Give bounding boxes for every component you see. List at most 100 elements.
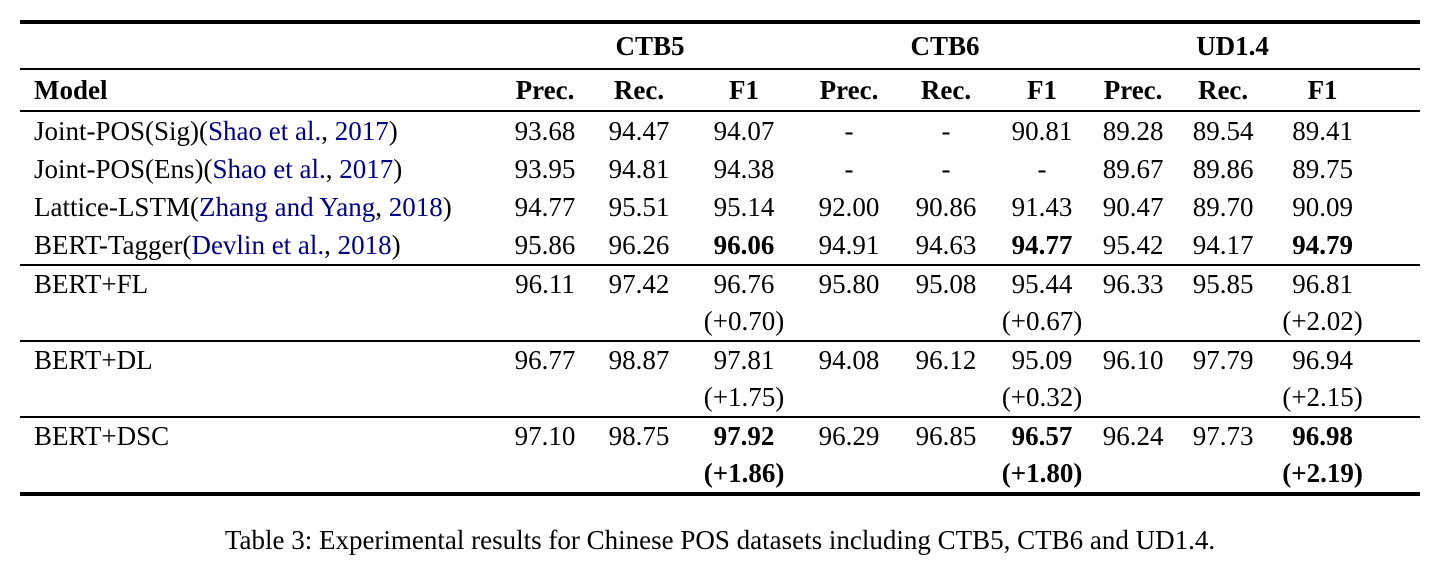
citation-link[interactable]: 2018 (330, 230, 392, 260)
value-cell: 96.11 (515, 269, 575, 299)
spacer-cell (1375, 379, 1420, 417)
delta-cell: (+0.70) (703, 306, 785, 336)
value-cell: 97.81 (713, 345, 775, 375)
value-cell: 96.81 (1292, 269, 1353, 299)
model-text: , (324, 230, 331, 260)
value-cell: 96.33 (1102, 269, 1164, 299)
delta-cell (898, 379, 994, 417)
delta-row-bert-dsc: (+1.86) (+1.80) (+2.19) (20, 455, 1421, 494)
value-cell: 89.70 (1192, 192, 1254, 222)
value-cell: 96.85 (915, 421, 977, 451)
delta-cell (800, 379, 898, 417)
value-cell: 95.08 (915, 269, 977, 299)
model-text: , (325, 154, 333, 184)
value-cell: 96.12 (915, 345, 977, 375)
table-row-bert-fl: BERT+FL 96.11 97.42 96.76 95.80 95.08 95.44 96.… (20, 265, 1421, 303)
delta-cell (1090, 303, 1176, 341)
value-cell: 90.81 (1011, 116, 1073, 146)
delta-cell (800, 303, 898, 341)
column-header-f1-2: F1 (1307, 74, 1338, 105)
column-header-rec-2: Rec. (1197, 74, 1249, 105)
delta-cell: (+1.86) (703, 458, 785, 488)
results-table-body: Joint-POS(Sig)(Shao et al., 2017) 93.68 94… (20, 111, 1421, 494)
value-cell: 98.75 (608, 421, 670, 451)
value-cell: 89.75 (1292, 154, 1353, 184)
value-cell: 96.77 (514, 345, 576, 375)
spacer-cell (1375, 226, 1420, 265)
value-cell: 98.87 (608, 345, 670, 375)
delta-cell (898, 303, 994, 341)
table-row-bert-dsc: BERT+DSC 97.10 98.75 97.92 96.29 96.85 96.57 96… (20, 417, 1421, 455)
value-cell: 97.42 (608, 269, 670, 299)
model-name-lattice-lstm: Lattice-LSTM(Zhang and Yang, 2018) (20, 188, 500, 226)
table-row-joint-pos-sig: Joint-POS(Sig)(Shao et al., 2017) 93.68 94… (20, 111, 1420, 150)
corner-cell (20, 22, 500, 69)
citation-link[interactable]: Shao et al. (208, 116, 322, 146)
value-cell: 94.77 (1011, 230, 1073, 260)
value-cell: 95.51 (608, 192, 670, 222)
value-cell: 91.43 (1011, 192, 1073, 222)
spacer-cell (1375, 303, 1420, 341)
value-cell: 97.92 (713, 421, 775, 451)
value-cell: - (941, 154, 951, 184)
results-table-head: CTB5 CTB6 UD1.4 Model Prec. Rec. F1 Prec. Rec. F1… (20, 22, 1421, 111)
model-name-bert-dl: BERT+DL (20, 341, 500, 417)
value-cell: 96.94 (1292, 345, 1353, 375)
results-table-container: CTB5 CTB6 UD1.4 Model Prec. Rec. F1 Prec. Rec. F1… (20, 20, 1421, 496)
value-cell: 95.86 (514, 230, 576, 260)
value-cell: 90.09 (1292, 192, 1353, 222)
citation-link[interactable]: 2017 (332, 154, 394, 184)
delta-cell: (+1.80) (1001, 458, 1083, 488)
model-text: ) (391, 230, 401, 260)
delta-cell (800, 455, 898, 494)
spacer-cell (1375, 150, 1420, 188)
delta-row-bert-dl: (+1.75) (+0.32) (+2.15) (20, 379, 1420, 417)
value-cell: 96.26 (608, 230, 670, 260)
column-header-prec-2: Prec. (1103, 74, 1163, 105)
value-cell: 95.85 (1192, 269, 1254, 299)
column-header-f1-0: F1 (729, 74, 760, 105)
spacer-cell (1375, 111, 1420, 150)
model-text: BERT-Tagger( (34, 230, 192, 260)
value-cell: 94.79 (1292, 230, 1353, 260)
value-cell: 96.29 (818, 421, 880, 451)
delta-cell (590, 455, 688, 494)
group-header-ud14: UD1.4 (1196, 30, 1269, 61)
value-cell: 95.09 (1011, 345, 1073, 375)
value-cell: - (941, 116, 951, 146)
delta-cell (1176, 303, 1270, 341)
citation-link[interactable]: 2018 (381, 192, 443, 222)
spacer-cell (1375, 188, 1420, 226)
delta-cell: (+2.15) (1282, 382, 1363, 412)
citation-link[interactable]: Shao et al. (212, 154, 326, 184)
value-cell: 96.06 (713, 230, 775, 260)
table-row-bert-tagger: BERT-Tagger(Devlin et al., 2018) 95.86 96.… (20, 226, 1420, 265)
value-cell: 97.10 (514, 421, 576, 451)
delta-cell (1090, 379, 1176, 417)
value-cell: 95.14 (713, 192, 775, 222)
citation-link[interactable]: Devlin et al. (191, 230, 325, 260)
results-table: CTB5 CTB6 UD1.4 Model Prec. Rec. F1 Prec. Rec. F1… (20, 20, 1421, 496)
delta-cell (500, 455, 590, 494)
value-cell: 93.68 (514, 116, 576, 146)
delta-row-bert-fl: (+0.70) (+0.67) (+2.02) (20, 303, 1420, 341)
group-header-ctb5: CTB5 (615, 30, 685, 61)
value-cell: - (1037, 154, 1047, 184)
spacer-cell (1375, 341, 1420, 379)
model-text: BERT+DL (34, 345, 153, 375)
citation-link[interactable]: Zhang and Yang (198, 192, 376, 222)
value-cell: 94.08 (818, 345, 880, 375)
spacer-cell (1375, 455, 1420, 494)
model-text: ) (388, 116, 398, 146)
value-cell: 89.67 (1102, 154, 1164, 184)
table-row-joint-pos-ens: Joint-POS(Ens)(Shao et al., 2017) 93.95 94… (20, 150, 1420, 188)
model-text: BERT+FL (34, 269, 149, 299)
value-cell: 96.10 (1102, 345, 1164, 375)
delta-cell (898, 455, 994, 494)
citation-link[interactable]: 2017 (328, 116, 389, 146)
value-cell: 95.80 (818, 269, 880, 299)
value-cell: 93.95 (514, 154, 576, 184)
model-text: ) (393, 154, 403, 184)
model-name-bert-fl: BERT+FL (20, 265, 500, 341)
value-cell: 96.98 (1292, 421, 1353, 451)
